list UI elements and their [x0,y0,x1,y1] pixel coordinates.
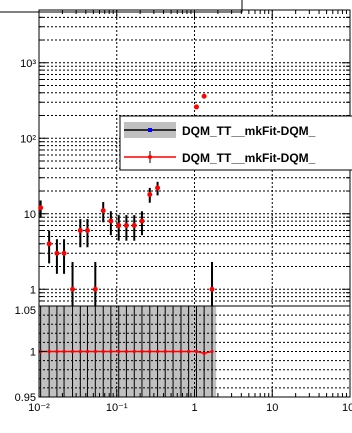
data-point [54,250,60,256]
data-point [77,228,83,234]
ratio-point [62,349,66,354]
ratio-point [47,349,51,354]
data-point [46,241,52,247]
data-point [193,104,199,110]
main-y-axis: 1 10 10² 10³ [20,9,350,307]
ratio-y-tick-label: 0.95 [15,392,36,404]
legend-marker-0 [148,128,152,132]
y-tick-label: 10 [24,209,36,221]
data-point [155,185,161,191]
y-tick-label: 10² [20,133,36,145]
ratio-y-axis: 0.95 1 1.05 [15,305,47,404]
data-point [123,222,129,228]
data-point [209,286,215,292]
legend: DQM_TT__mkFit-DQM_ DQM_TT__mkFit-DQM_ [119,115,352,171]
x-tick-label: 10⁻² [28,402,50,414]
ratio-point [85,349,90,354]
x-tick-label: 10 [266,402,278,414]
data-point [70,286,76,292]
title-box [0,0,243,13]
ratio-point [187,349,191,354]
data-point [147,191,153,197]
ratio-point [78,349,82,354]
y-tick-label: 1 [30,284,36,296]
ratio-point [93,349,97,354]
legend-label-0: DQM_TT__mkFit-DQM_ [182,124,316,138]
legend-marker-1 [148,155,152,159]
ratio-point [171,349,175,354]
ratio-point [163,349,167,354]
data-point [116,222,122,228]
data-point [61,250,67,256]
data-point [92,286,98,292]
ratio-point [55,349,59,354]
ratio-point [194,349,199,354]
data-point [139,218,145,224]
x-tick-label: 1 [191,402,197,414]
ratio-line [39,349,214,355]
main-data-points [38,93,215,306]
ratio-point [179,349,183,354]
y-tick-label: 10³ [20,58,36,70]
ratio-point [109,349,113,354]
x-tick-label: 10⁻¹ [106,402,128,414]
ratio-y-tick-label: 1.05 [15,305,36,317]
ratio-point [101,349,105,354]
data-point [100,208,106,214]
data-point [38,205,44,211]
legend-label-1: DQM_TT__mkFit-DQM_ [182,151,316,165]
ratio-point [155,349,160,354]
ratio-x-axis: 10⁻² 10⁻¹ 1 10 10² [28,10,352,414]
ratio-point [70,349,75,354]
ratio-point [148,349,152,354]
ratio-y-tick-label: 1 [30,347,36,359]
x-tick-label: 10² [342,402,352,414]
data-point [108,218,114,224]
ratio-point [124,349,128,354]
ratio-point [140,349,144,354]
ratio-point [117,349,121,354]
ratio-point [210,349,214,354]
data-point [131,222,137,228]
data-point [201,93,207,99]
ratio-point [132,349,136,354]
ratio-point [202,351,206,355]
data-point [84,228,90,234]
ratio-panel: 0.95 1 1.05 10⁻² 10⁻¹ 1 10 10² [15,10,352,414]
